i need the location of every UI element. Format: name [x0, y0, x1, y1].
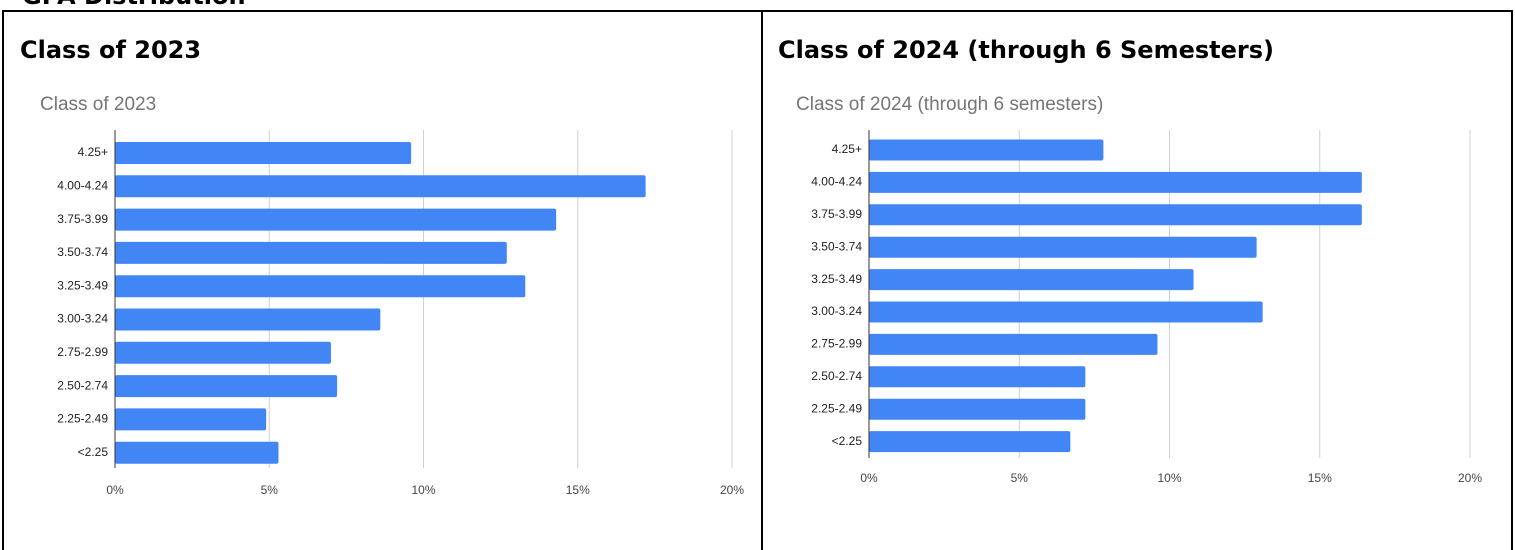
y-tick-label: 4.00-4.24: [811, 175, 862, 189]
y-tick-label: 4.25+: [78, 145, 108, 159]
y-tick-label: 2.50-2.74: [57, 378, 108, 392]
x-tick-label: 20%: [1458, 471, 1482, 485]
x-tick-label: 15%: [1308, 471, 1332, 485]
y-tick-label: 3.00-3.24: [57, 312, 108, 326]
bar: [115, 275, 526, 298]
y-tick-label: 3.00-3.24: [811, 304, 862, 318]
x-tick-label: 0%: [106, 483, 124, 497]
y-tick-label: <2.25: [832, 434, 863, 448]
bar: [115, 142, 412, 164]
chart-title: Class of 2023: [40, 94, 156, 115]
y-tick-label: 3.50-3.74: [57, 245, 108, 259]
page-title: GPA Distribution: [22, 0, 246, 10]
x-tick-label: 5%: [261, 483, 279, 497]
bar: [869, 171, 1362, 193]
y-tick-label: 3.75-3.99: [57, 212, 108, 226]
y-tick-label: 3.50-3.74: [811, 239, 862, 253]
bar: [115, 175, 646, 198]
y-tick-label: 4.25+: [832, 142, 862, 156]
bar: [869, 236, 1257, 258]
x-tick-label: 5%: [1011, 471, 1029, 485]
bar: [115, 375, 338, 398]
y-tick-label: 2.50-2.74: [811, 369, 862, 383]
bar: [869, 139, 1104, 161]
bar: [869, 333, 1158, 355]
y-tick-label: 3.25-3.49: [811, 272, 862, 286]
x-tick-label: 20%: [720, 483, 744, 497]
chart-title: Class of 2024 (through 6 semesters): [796, 94, 1103, 115]
y-tick-label: <2.25: [78, 445, 109, 459]
y-tick-label: 3.75-3.99: [811, 207, 862, 221]
bar: [115, 208, 557, 231]
x-tick-label: 10%: [1157, 471, 1181, 485]
bar: [115, 341, 331, 364]
y-tick-label: 2.75-2.99: [57, 345, 108, 359]
bar: [115, 241, 507, 264]
panel-heading: Class of 2024 (through 6 Semesters): [778, 36, 1274, 64]
bar: [869, 366, 1086, 388]
bar: [115, 408, 267, 431]
bar: [115, 308, 381, 331]
bar: [869, 431, 1071, 453]
y-tick-label: 3.25-3.49: [57, 278, 108, 292]
x-tick-label: 0%: [860, 471, 878, 485]
y-tick-label: 4.00-4.24: [57, 178, 108, 192]
y-tick-label: 2.25-2.49: [57, 412, 108, 426]
bar: [869, 204, 1362, 226]
bar: [869, 269, 1194, 291]
bar: [869, 301, 1263, 323]
bar: [115, 441, 279, 464]
y-tick-label: 2.25-2.49: [811, 401, 862, 415]
bar: [869, 398, 1086, 420]
x-tick-label: 10%: [411, 483, 435, 497]
y-tick-label: 2.75-2.99: [811, 337, 862, 351]
x-tick-label: 15%: [566, 483, 590, 497]
panel-heading: Class of 2023: [20, 36, 201, 64]
